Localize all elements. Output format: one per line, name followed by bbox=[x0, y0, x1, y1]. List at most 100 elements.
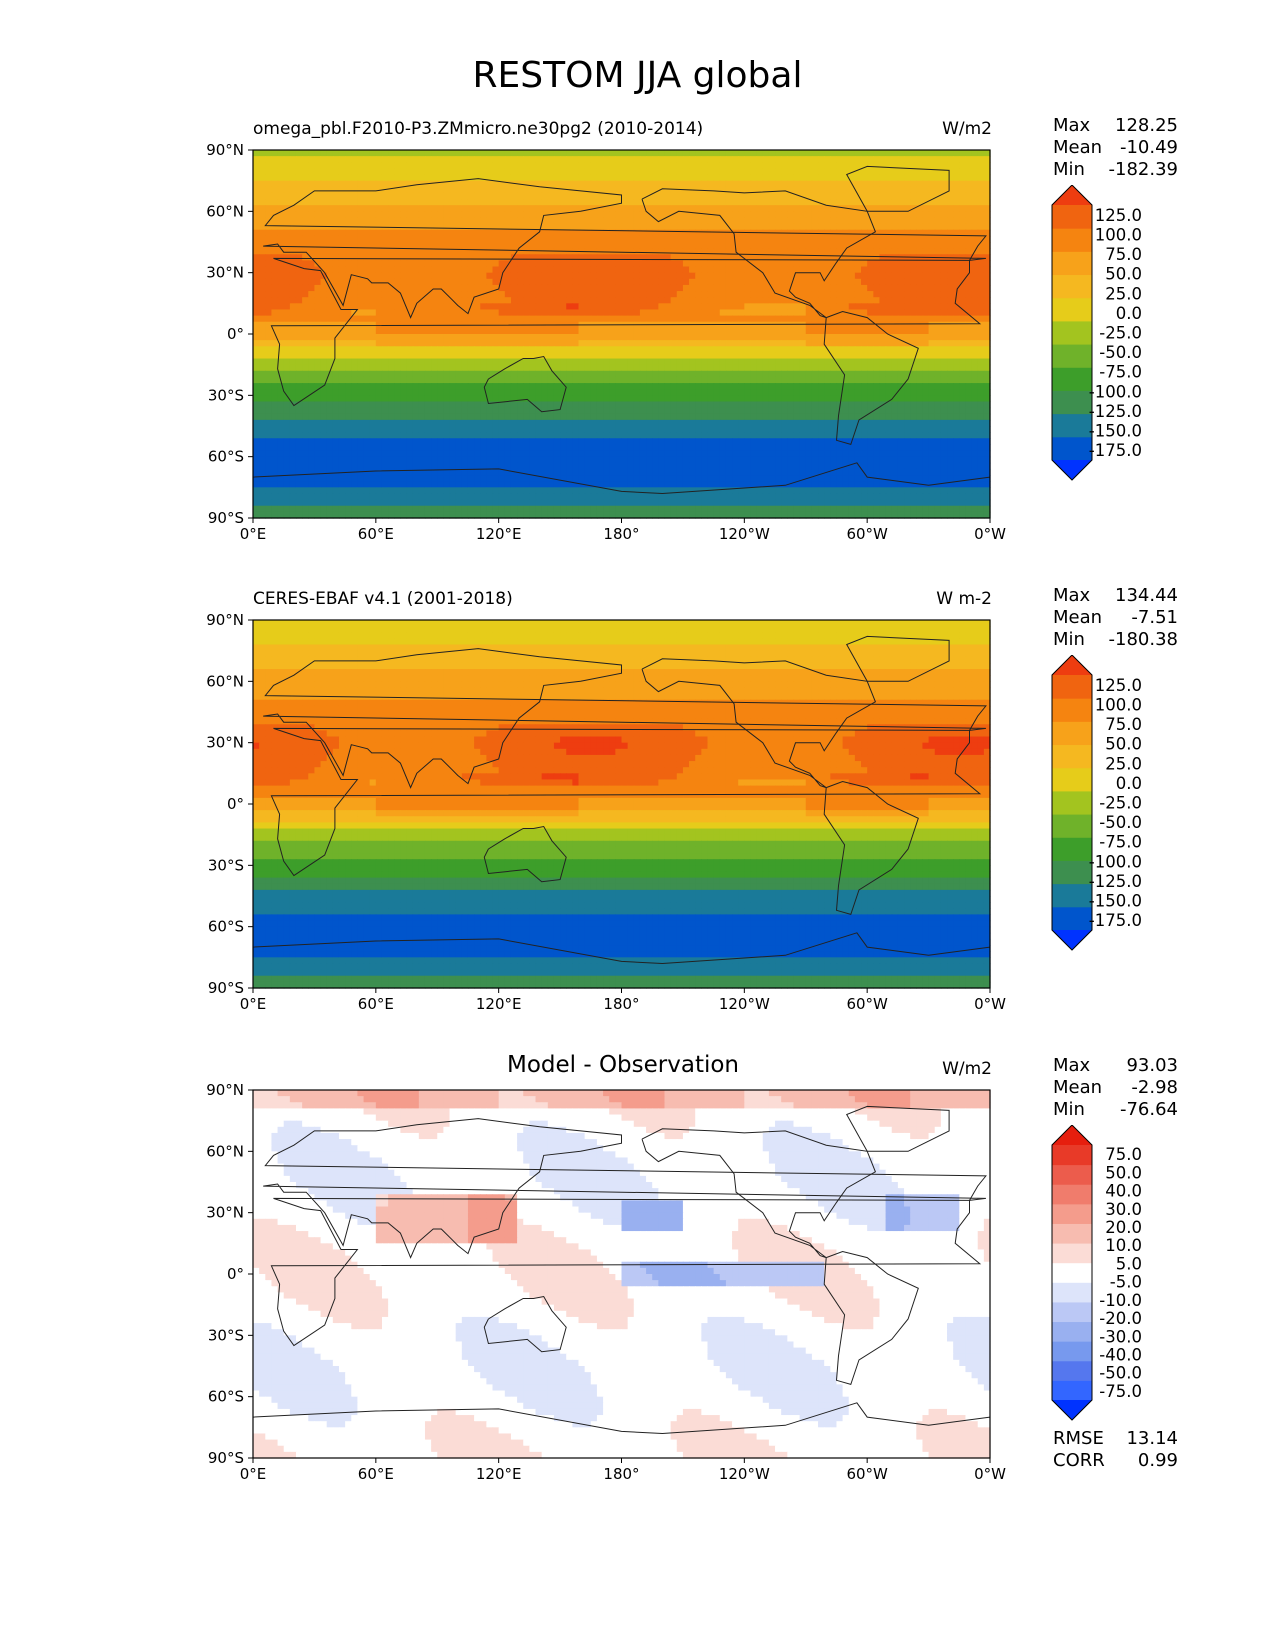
field-cell bbox=[449, 352, 457, 360]
field-cell bbox=[332, 192, 340, 200]
field-cell bbox=[738, 303, 745, 311]
field-cell bbox=[320, 370, 328, 378]
field-cell bbox=[351, 401, 359, 409]
field-cell bbox=[701, 235, 709, 243]
field-cell bbox=[388, 370, 395, 378]
field-cell bbox=[271, 376, 279, 384]
field-cell bbox=[351, 303, 359, 311]
field-cell bbox=[596, 180, 604, 188]
field-cell bbox=[547, 199, 555, 206]
field-cell bbox=[738, 223, 745, 231]
field-cell bbox=[431, 346, 438, 353]
field-cell bbox=[879, 174, 887, 182]
field-cell bbox=[510, 186, 518, 194]
field-cell bbox=[768, 254, 776, 261]
field-cell bbox=[658, 266, 666, 274]
field-cell bbox=[443, 272, 451, 280]
field-cell bbox=[971, 340, 979, 347]
field-cell bbox=[517, 199, 524, 206]
field-cell bbox=[664, 340, 672, 347]
field-cell bbox=[689, 352, 696, 360]
field-cell bbox=[744, 266, 752, 274]
field-cell bbox=[418, 315, 426, 323]
field-cell bbox=[725, 174, 733, 182]
field-cell bbox=[793, 272, 801, 280]
field-cell bbox=[406, 401, 414, 409]
field-cell bbox=[295, 352, 303, 360]
field-cell bbox=[885, 205, 893, 212]
field-cell bbox=[259, 242, 266, 249]
field-cell bbox=[744, 174, 752, 182]
field-cell bbox=[523, 272, 530, 280]
field-cell bbox=[492, 180, 500, 188]
field-cell bbox=[363, 278, 371, 286]
field-cell bbox=[289, 297, 297, 304]
field-cell bbox=[357, 315, 365, 323]
field-cell bbox=[308, 150, 316, 157]
field-cell bbox=[775, 150, 782, 157]
field-cell bbox=[842, 358, 850, 366]
field-cell bbox=[805, 346, 813, 353]
field-cell bbox=[517, 174, 524, 182]
field-cell bbox=[424, 291, 432, 298]
field-cell bbox=[578, 229, 586, 237]
field-cell bbox=[983, 266, 991, 274]
field-cell bbox=[326, 168, 334, 176]
field-cell bbox=[461, 180, 469, 188]
field-cell bbox=[277, 174, 285, 182]
field-cell bbox=[388, 352, 395, 360]
field-cell bbox=[566, 395, 573, 403]
field-cell bbox=[701, 291, 709, 298]
field-cell bbox=[351, 315, 359, 323]
field-cell bbox=[787, 315, 795, 323]
field-cell bbox=[455, 217, 463, 225]
field-cell bbox=[590, 186, 598, 194]
field-cell bbox=[922, 340, 930, 347]
field-cell bbox=[424, 260, 432, 268]
field-cell bbox=[695, 217, 702, 225]
field-cell bbox=[338, 401, 346, 409]
field-cell bbox=[572, 309, 580, 317]
field-cell bbox=[652, 260, 659, 268]
field-cell bbox=[885, 321, 893, 329]
field-cell bbox=[394, 156, 401, 163]
field-cell bbox=[971, 168, 979, 176]
field-cell bbox=[584, 242, 592, 249]
field-cell bbox=[707, 229, 715, 237]
field-cell bbox=[621, 168, 629, 176]
field-cell bbox=[388, 235, 395, 243]
field-cell bbox=[836, 156, 844, 163]
field-cell bbox=[424, 364, 432, 372]
field-cell bbox=[578, 205, 586, 212]
field-cell bbox=[959, 223, 967, 231]
field-cell bbox=[725, 254, 733, 261]
field-cell bbox=[744, 272, 752, 280]
field-cell bbox=[756, 297, 764, 304]
field-cell bbox=[793, 192, 801, 200]
field-cell bbox=[873, 242, 881, 249]
field-cell bbox=[474, 340, 481, 347]
field-cell bbox=[320, 229, 328, 237]
field-cell bbox=[762, 395, 770, 403]
field-cell bbox=[498, 315, 506, 323]
field-cell bbox=[578, 346, 586, 353]
field-cell bbox=[854, 303, 862, 311]
field-cell bbox=[983, 291, 991, 298]
field-cell bbox=[302, 162, 309, 169]
field-cell bbox=[566, 156, 573, 163]
field-cell bbox=[369, 376, 377, 384]
field-cell bbox=[400, 278, 408, 286]
field-cell bbox=[412, 272, 420, 280]
field-cell bbox=[682, 340, 690, 347]
field-cell bbox=[621, 223, 629, 231]
field-cell bbox=[461, 217, 469, 225]
field-cell bbox=[744, 156, 752, 163]
field-cell bbox=[885, 254, 893, 261]
field-cell bbox=[265, 315, 273, 323]
field-cell bbox=[940, 383, 948, 390]
field-cell bbox=[302, 192, 309, 200]
field-cell bbox=[756, 376, 764, 384]
field-cell bbox=[295, 217, 303, 225]
field-cell bbox=[891, 156, 899, 163]
field-cell bbox=[596, 168, 604, 176]
